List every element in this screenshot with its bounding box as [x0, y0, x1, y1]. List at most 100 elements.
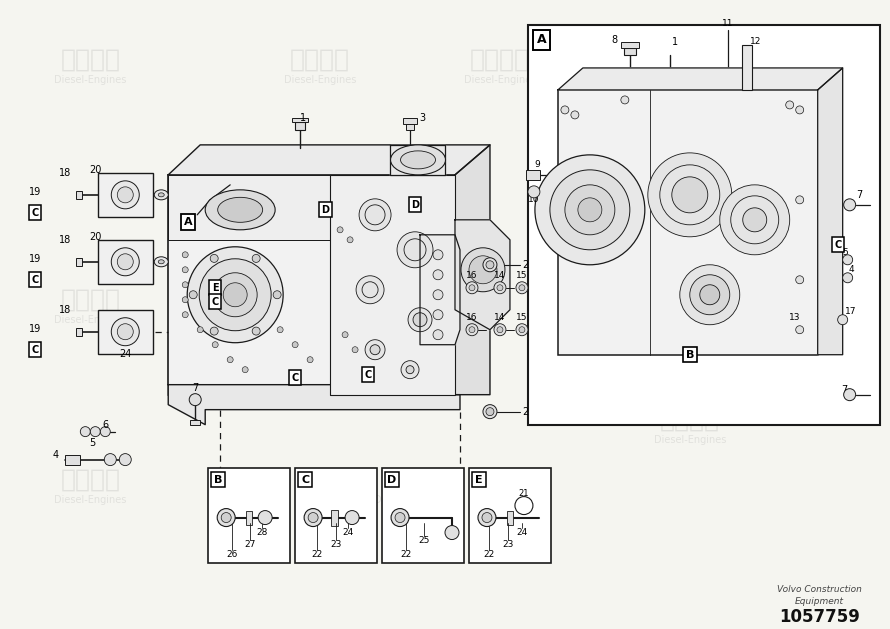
Text: 19: 19: [29, 253, 42, 264]
Bar: [98, 309, 153, 353]
Text: 2: 2: [522, 407, 528, 416]
Text: 14: 14: [494, 313, 506, 322]
Text: 23: 23: [330, 540, 342, 549]
Text: Diesel-Engines: Diesel-Engines: [374, 494, 446, 504]
Circle shape: [497, 326, 503, 333]
Circle shape: [466, 324, 478, 336]
Text: 10: 10: [529, 196, 540, 204]
Text: 9: 9: [534, 160, 540, 169]
Circle shape: [182, 252, 188, 258]
Bar: [330, 175, 455, 394]
Polygon shape: [455, 145, 490, 394]
Circle shape: [720, 185, 789, 255]
Circle shape: [796, 276, 804, 284]
Circle shape: [478, 509, 496, 526]
Text: 紫发动门: 紫发动门: [61, 467, 120, 492]
Circle shape: [570, 111, 578, 119]
Circle shape: [222, 513, 231, 523]
Text: 21: 21: [519, 489, 530, 498]
Circle shape: [796, 326, 804, 334]
Circle shape: [433, 309, 443, 320]
Polygon shape: [455, 220, 510, 330]
Text: 紫发动门: 紫发动门: [659, 408, 720, 431]
Circle shape: [214, 273, 257, 317]
Circle shape: [672, 177, 708, 213]
Circle shape: [401, 360, 419, 379]
Circle shape: [223, 283, 247, 307]
Text: 3: 3: [419, 113, 425, 123]
Polygon shape: [390, 145, 445, 175]
Bar: [168, 175, 330, 240]
Bar: [98, 240, 153, 284]
Bar: [292, 118, 308, 122]
Text: 22: 22: [312, 550, 323, 559]
Bar: [558, 90, 818, 355]
Text: 19: 19: [29, 324, 42, 334]
Text: C: C: [212, 297, 219, 307]
Text: 18: 18: [60, 168, 71, 178]
Text: 1: 1: [672, 37, 678, 47]
Ellipse shape: [154, 190, 168, 200]
Circle shape: [117, 324, 134, 340]
Bar: [65, 455, 80, 465]
Text: E: E: [475, 475, 482, 484]
Ellipse shape: [400, 151, 435, 169]
Bar: [528, 25, 879, 425]
Bar: [621, 42, 639, 48]
Circle shape: [565, 185, 615, 235]
Circle shape: [494, 324, 506, 336]
Bar: [406, 124, 414, 130]
Text: A: A: [537, 33, 546, 47]
Circle shape: [190, 394, 201, 406]
Ellipse shape: [158, 260, 165, 264]
Circle shape: [370, 345, 380, 355]
Bar: [190, 420, 200, 425]
Text: 7: 7: [842, 385, 848, 394]
Circle shape: [182, 312, 188, 318]
Circle shape: [365, 205, 385, 225]
Circle shape: [307, 357, 313, 363]
Circle shape: [700, 285, 720, 304]
Polygon shape: [168, 145, 490, 175]
Circle shape: [406, 365, 414, 374]
Text: 5: 5: [842, 248, 847, 257]
Circle shape: [796, 196, 804, 204]
Text: 5: 5: [89, 438, 95, 448]
Circle shape: [182, 267, 188, 273]
Text: 13: 13: [789, 313, 800, 322]
Text: 18: 18: [60, 304, 71, 314]
Circle shape: [252, 327, 260, 335]
Circle shape: [119, 454, 131, 465]
Circle shape: [796, 106, 804, 114]
Text: 4: 4: [53, 450, 59, 460]
Text: C: C: [364, 370, 372, 380]
Text: 4: 4: [849, 265, 854, 274]
Polygon shape: [420, 235, 460, 345]
Bar: [526, 170, 540, 180]
Circle shape: [413, 313, 427, 326]
Circle shape: [359, 199, 391, 231]
Text: Diesel-Engines: Diesel-Engines: [54, 314, 126, 325]
Bar: [741, 45, 752, 90]
Bar: [469, 467, 551, 562]
Text: C: C: [301, 475, 309, 484]
Circle shape: [680, 265, 740, 325]
Circle shape: [342, 331, 348, 338]
Circle shape: [217, 509, 235, 526]
Circle shape: [482, 513, 492, 523]
Circle shape: [242, 367, 248, 373]
Polygon shape: [558, 68, 843, 90]
Text: Volvo Construction: Volvo Construction: [777, 585, 862, 594]
Text: A: A: [184, 217, 192, 227]
Bar: [331, 509, 338, 526]
Text: 6: 6: [102, 420, 109, 430]
Ellipse shape: [158, 193, 165, 197]
Circle shape: [227, 357, 233, 363]
Circle shape: [210, 254, 218, 262]
Circle shape: [843, 255, 853, 265]
Text: 22: 22: [400, 550, 412, 559]
Circle shape: [433, 270, 443, 280]
Circle shape: [304, 509, 322, 526]
Circle shape: [347, 237, 353, 243]
Circle shape: [519, 326, 525, 333]
